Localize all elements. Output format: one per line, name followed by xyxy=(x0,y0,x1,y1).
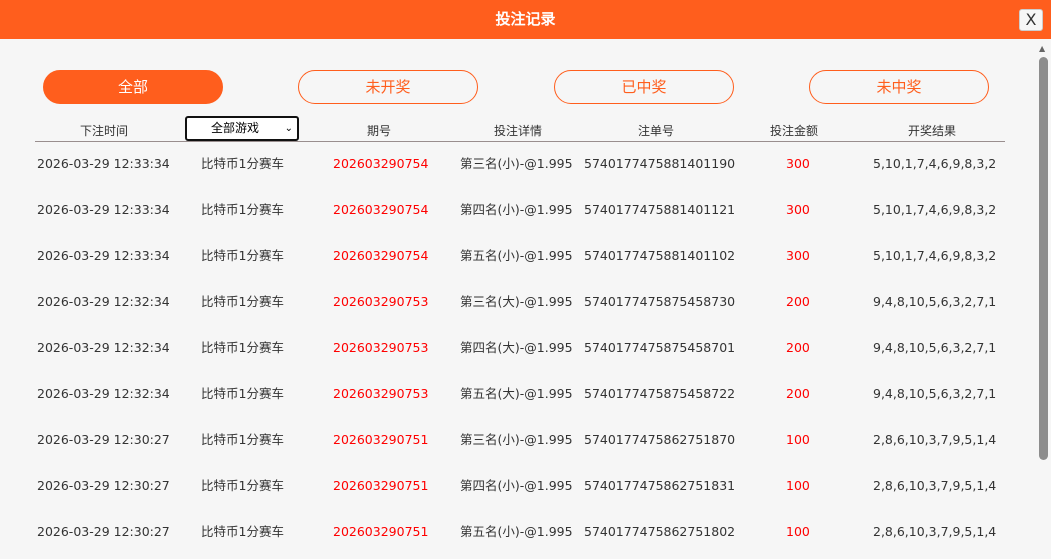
tab-lost[interactable]: 未中奖 xyxy=(809,70,989,104)
cell-game: 比特币1分赛车 xyxy=(201,248,284,263)
cell-time: 2026-03-29 12:32:34 xyxy=(37,340,170,355)
cell-amount: 300 xyxy=(786,248,810,263)
chevron-down-icon: ⌄ xyxy=(284,123,293,134)
table-row[interactable]: 2026-03-29 12:33:34 比特币1分赛车 202603290754 第三… xyxy=(0,141,1036,187)
cell-order: 5740177475862751870 xyxy=(584,432,736,447)
cell-result: 9,4,8,10,5,6,3,2,7,1 xyxy=(873,294,997,309)
table-row[interactable]: 2026-03-29 12:32:34 比特币1分赛车 202603290753 第四… xyxy=(0,325,1036,371)
cell-order: 5740177475862751802 xyxy=(584,524,736,539)
cell-amount: 100 xyxy=(786,432,810,447)
tab-won[interactable]: 已中奖 xyxy=(554,70,734,104)
table-row[interactable]: 2026-03-29 12:30:27 比特币1分赛车 202603290751 第四… xyxy=(0,463,1036,509)
cell-order: 5740177475875458701 xyxy=(584,340,736,355)
cell-detail: 第五名(小)-@1.995 xyxy=(460,524,573,539)
table-row[interactable]: 2026-03-29 12:33:34 比特币1分赛车 202603290754 第四… xyxy=(0,187,1036,233)
cell-game: 比特币1分赛车 xyxy=(201,156,284,171)
cell-order: 5740177475875458722 xyxy=(584,386,736,401)
cell-detail: 第三名(小)-@1.995 xyxy=(460,156,573,171)
table-row[interactable]: 2026-03-29 12:32:34 比特币1分赛车 202603290753 第五… xyxy=(0,371,1036,417)
cell-amount: 200 xyxy=(786,340,810,355)
cell-time: 2026-03-29 12:32:34 xyxy=(37,294,170,309)
cell-result: 2,8,6,10,3,7,9,5,1,4 xyxy=(873,432,997,447)
cell-game: 比特币1分赛车 xyxy=(201,202,284,217)
cell-game: 比特币1分赛车 xyxy=(201,340,284,355)
column-order: 注单号 xyxy=(637,124,675,138)
cell-result: 5,10,1,7,4,6,9,8,3,2 xyxy=(873,202,997,217)
cell-period: 202603290751 xyxy=(333,478,429,493)
filter-tabs: 全部 未开奖 已中奖 未中奖 xyxy=(0,70,1051,104)
cell-time: 2026-03-29 12:30:27 xyxy=(37,524,170,539)
column-result: 开奖结果 xyxy=(907,124,957,138)
cell-order: 5740177475881401121 xyxy=(584,202,736,217)
table-row[interactable]: 2026-03-29 12:30:27 比特币1分赛车 202603290751 第三… xyxy=(0,417,1036,463)
cell-period: 202603290754 xyxy=(333,202,429,217)
scrollbar-thumb[interactable] xyxy=(1039,57,1048,460)
cell-amount: 100 xyxy=(786,478,810,493)
cell-time: 2026-03-29 12:33:34 xyxy=(37,156,170,171)
cell-result: 9,4,8,10,5,6,3,2,7,1 xyxy=(873,386,997,401)
cell-amount: 200 xyxy=(786,294,810,309)
close-button[interactable]: X xyxy=(1019,9,1043,31)
scroll-up-arrow-icon[interactable]: ▲ xyxy=(1039,44,1046,53)
column-detail: 投注详情 xyxy=(493,124,543,138)
cell-game: 比特币1分赛车 xyxy=(201,294,284,309)
table-header: 下注时间 全部游戏 ⌄ 期号 投注详情 注单号 投注金额 开奖结果 xyxy=(35,116,1005,142)
cell-period: 202603290754 xyxy=(333,248,429,263)
cell-order: 5740177475875458730 xyxy=(584,294,736,309)
column-time: 下注时间 xyxy=(79,124,129,138)
cell-time: 2026-03-29 12:33:34 xyxy=(37,202,170,217)
cell-detail: 第五名(大)-@1.995 xyxy=(460,386,573,401)
cell-result: 2,8,6,10,3,7,9,5,1,4 xyxy=(873,478,997,493)
column-amount: 投注金额 xyxy=(769,124,819,138)
cell-order: 5740177475862751831 xyxy=(584,478,736,493)
game-select-value: 全部游戏 xyxy=(211,121,260,135)
cell-detail: 第四名(大)-@1.995 xyxy=(460,340,573,355)
cell-time: 2026-03-29 12:30:27 xyxy=(37,478,170,493)
cell-result: 5,10,1,7,4,6,9,8,3,2 xyxy=(873,156,997,171)
tab-all[interactable]: 全部 xyxy=(43,70,223,104)
game-select[interactable]: 全部游戏 ⌄ xyxy=(185,116,299,141)
cell-time: 2026-03-29 12:30:27 xyxy=(37,432,170,447)
cell-detail: 第三名(小)-@1.995 xyxy=(460,432,573,447)
table-row[interactable]: 2026-03-29 12:30:27 比特币1分赛车 202603290751 第五… xyxy=(0,509,1036,555)
dialog-header: 投注记录 X xyxy=(0,0,1051,39)
cell-result: 5,10,1,7,4,6,9,8,3,2 xyxy=(873,248,997,263)
cell-period: 202603290753 xyxy=(333,294,429,309)
cell-result: 2,8,6,10,3,7,9,5,1,4 xyxy=(873,524,997,539)
cell-detail: 第四名(小)-@1.995 xyxy=(460,478,573,493)
table-row[interactable]: 2026-03-29 12:33:34 比特币1分赛车 202603290754 第五… xyxy=(0,233,1036,279)
cell-time: 2026-03-29 12:32:34 xyxy=(37,386,170,401)
cell-period: 202603290753 xyxy=(333,340,429,355)
cell-detail: 第五名(小)-@1.995 xyxy=(460,248,573,263)
dialog-title: 投注记录 xyxy=(495,10,556,28)
scrollbar[interactable]: ▲ xyxy=(1036,39,1051,559)
column-period: 期号 xyxy=(366,124,392,138)
cell-amount: 300 xyxy=(786,202,810,217)
cell-period: 202603290754 xyxy=(333,156,429,171)
cell-period: 202603290753 xyxy=(333,386,429,401)
tab-not-drawn[interactable]: 未开奖 xyxy=(298,70,478,104)
cell-result: 9,4,8,10,5,6,3,2,7,1 xyxy=(873,340,997,355)
cell-amount: 200 xyxy=(786,386,810,401)
cell-detail: 第三名(大)-@1.995 xyxy=(460,294,573,309)
table-row[interactable]: 2026-03-29 12:32:34 比特币1分赛车 202603290753 第三… xyxy=(0,279,1036,325)
cell-order: 5740177475881401190 xyxy=(584,156,736,171)
cell-game: 比特币1分赛车 xyxy=(201,432,284,447)
cell-game: 比特币1分赛车 xyxy=(201,386,284,401)
cell-period: 202603290751 xyxy=(333,524,429,539)
cell-game: 比特币1分赛车 xyxy=(201,524,284,539)
cell-period: 202603290751 xyxy=(333,432,429,447)
cell-order: 5740177475881401102 xyxy=(584,248,736,263)
cell-time: 2026-03-29 12:33:34 xyxy=(37,248,170,263)
cell-game: 比特币1分赛车 xyxy=(201,478,284,493)
cell-amount: 300 xyxy=(786,156,810,171)
cell-detail: 第四名(小)-@1.995 xyxy=(460,202,573,217)
cell-amount: 100 xyxy=(786,524,810,539)
